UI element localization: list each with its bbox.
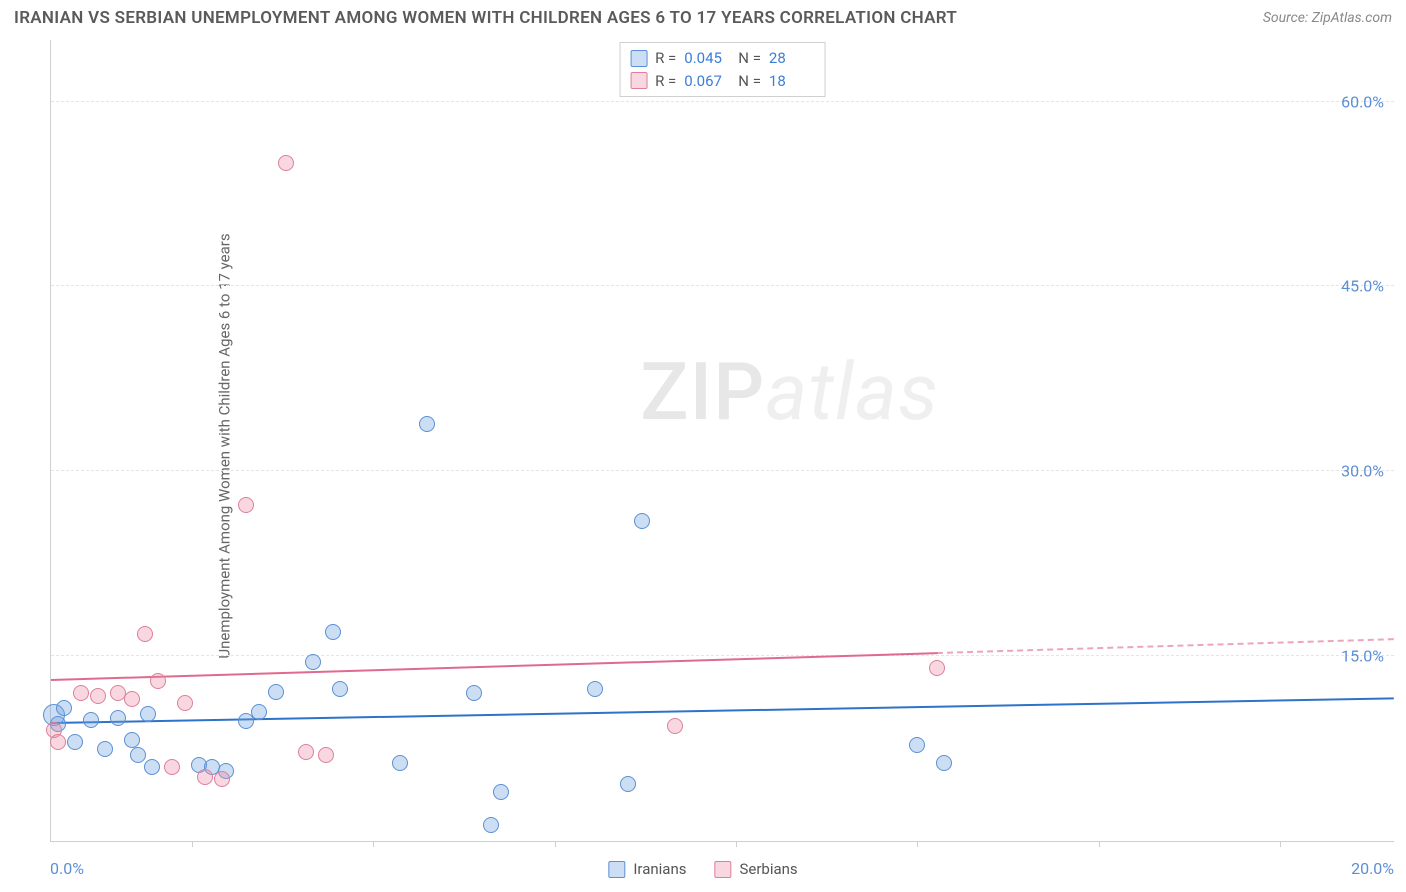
- data-point: [177, 695, 193, 711]
- data-point: [124, 691, 140, 707]
- data-point: [150, 673, 166, 689]
- r-label: R =: [655, 47, 676, 70]
- trendline-dashed: [937, 638, 1394, 654]
- data-point: [483, 817, 499, 833]
- scatter-chart: ZIPatlas R = 0.045 N = 28 R = 0.067 N = …: [50, 40, 1394, 842]
- r-label: R =: [655, 70, 676, 93]
- data-point: [73, 685, 89, 701]
- x-tick: [917, 841, 918, 847]
- data-point: [332, 681, 348, 697]
- data-point: [124, 732, 140, 748]
- data-point: [298, 744, 314, 760]
- series-legend: Iranians Serbians: [608, 860, 797, 878]
- r-value-iranians: 0.045: [684, 47, 730, 70]
- n-value-iranians: 28: [769, 47, 815, 70]
- y-tick-label: 45.0%: [1341, 277, 1384, 296]
- n-label: N =: [738, 70, 761, 93]
- x-tick: [192, 841, 193, 847]
- data-point: [419, 416, 435, 432]
- data-point: [197, 769, 213, 785]
- gridline: [51, 655, 1394, 656]
- data-point: [620, 776, 636, 792]
- trendline: [51, 652, 937, 681]
- x-axis-max-label: 20.0%: [1351, 859, 1394, 878]
- serbians-swatch-icon: [714, 861, 731, 878]
- data-point: [278, 155, 294, 171]
- legend-item-iranians: Iranians: [608, 860, 686, 878]
- data-point: [137, 626, 153, 642]
- iranians-swatch: [630, 50, 647, 67]
- data-point: [140, 706, 156, 722]
- y-tick-label: 60.0%: [1341, 92, 1384, 111]
- watermark-zip: ZIP: [640, 345, 765, 439]
- y-tick-label: 30.0%: [1341, 462, 1384, 481]
- data-point: [97, 741, 113, 757]
- data-point: [164, 759, 180, 775]
- data-point: [667, 718, 683, 734]
- data-point: [67, 734, 83, 750]
- x-tick: [1099, 841, 1100, 847]
- serbians-swatch: [630, 72, 647, 89]
- data-point: [466, 685, 482, 701]
- data-point: [936, 755, 952, 771]
- data-point: [251, 704, 267, 720]
- data-point: [318, 747, 334, 763]
- n-label: N =: [738, 47, 761, 70]
- gridline: [51, 101, 1394, 102]
- x-tick: [736, 841, 737, 847]
- watermark-atlas: atlas: [765, 345, 939, 439]
- data-point: [90, 688, 106, 704]
- legend-label-iranians: Iranians: [633, 860, 686, 878]
- legend-label-serbians: Serbians: [739, 860, 797, 878]
- r-value-serbians: 0.067: [684, 70, 730, 93]
- data-point: [587, 681, 603, 697]
- data-point: [130, 747, 146, 763]
- data-point: [110, 710, 126, 726]
- gridline: [51, 470, 1394, 471]
- gridline: [51, 285, 1394, 286]
- data-point: [325, 624, 341, 640]
- data-point: [56, 700, 72, 716]
- iranians-swatch-icon: [608, 861, 625, 878]
- data-point: [392, 755, 408, 771]
- data-point: [238, 497, 254, 513]
- x-tick: [373, 841, 374, 847]
- data-point: [238, 713, 254, 729]
- x-tick: [555, 841, 556, 847]
- data-point: [268, 684, 284, 700]
- x-tick: [1280, 841, 1281, 847]
- data-point: [50, 734, 66, 750]
- legend-row-iranians: R = 0.045 N = 28: [630, 47, 815, 70]
- n-value-serbians: 18: [769, 70, 815, 93]
- chart-title: IRANIAN VS SERBIAN UNEMPLOYMENT AMONG WO…: [14, 8, 957, 28]
- data-point: [144, 759, 160, 775]
- legend-item-serbians: Serbians: [714, 860, 797, 878]
- data-point: [909, 737, 925, 753]
- data-point: [634, 513, 650, 529]
- y-tick-label: 15.0%: [1341, 647, 1384, 666]
- data-point: [493, 784, 509, 800]
- x-axis-min-label: 0.0%: [50, 859, 84, 878]
- data-point: [929, 660, 945, 676]
- correlation-legend: R = 0.045 N = 28 R = 0.067 N = 18: [619, 42, 826, 97]
- data-point: [305, 654, 321, 670]
- data-point: [83, 712, 99, 728]
- legend-row-serbians: R = 0.067 N = 18: [630, 70, 815, 93]
- data-point: [214, 771, 230, 787]
- source-attribution: Source: ZipAtlas.com: [1263, 10, 1392, 26]
- watermark: ZIPatlas: [640, 345, 939, 439]
